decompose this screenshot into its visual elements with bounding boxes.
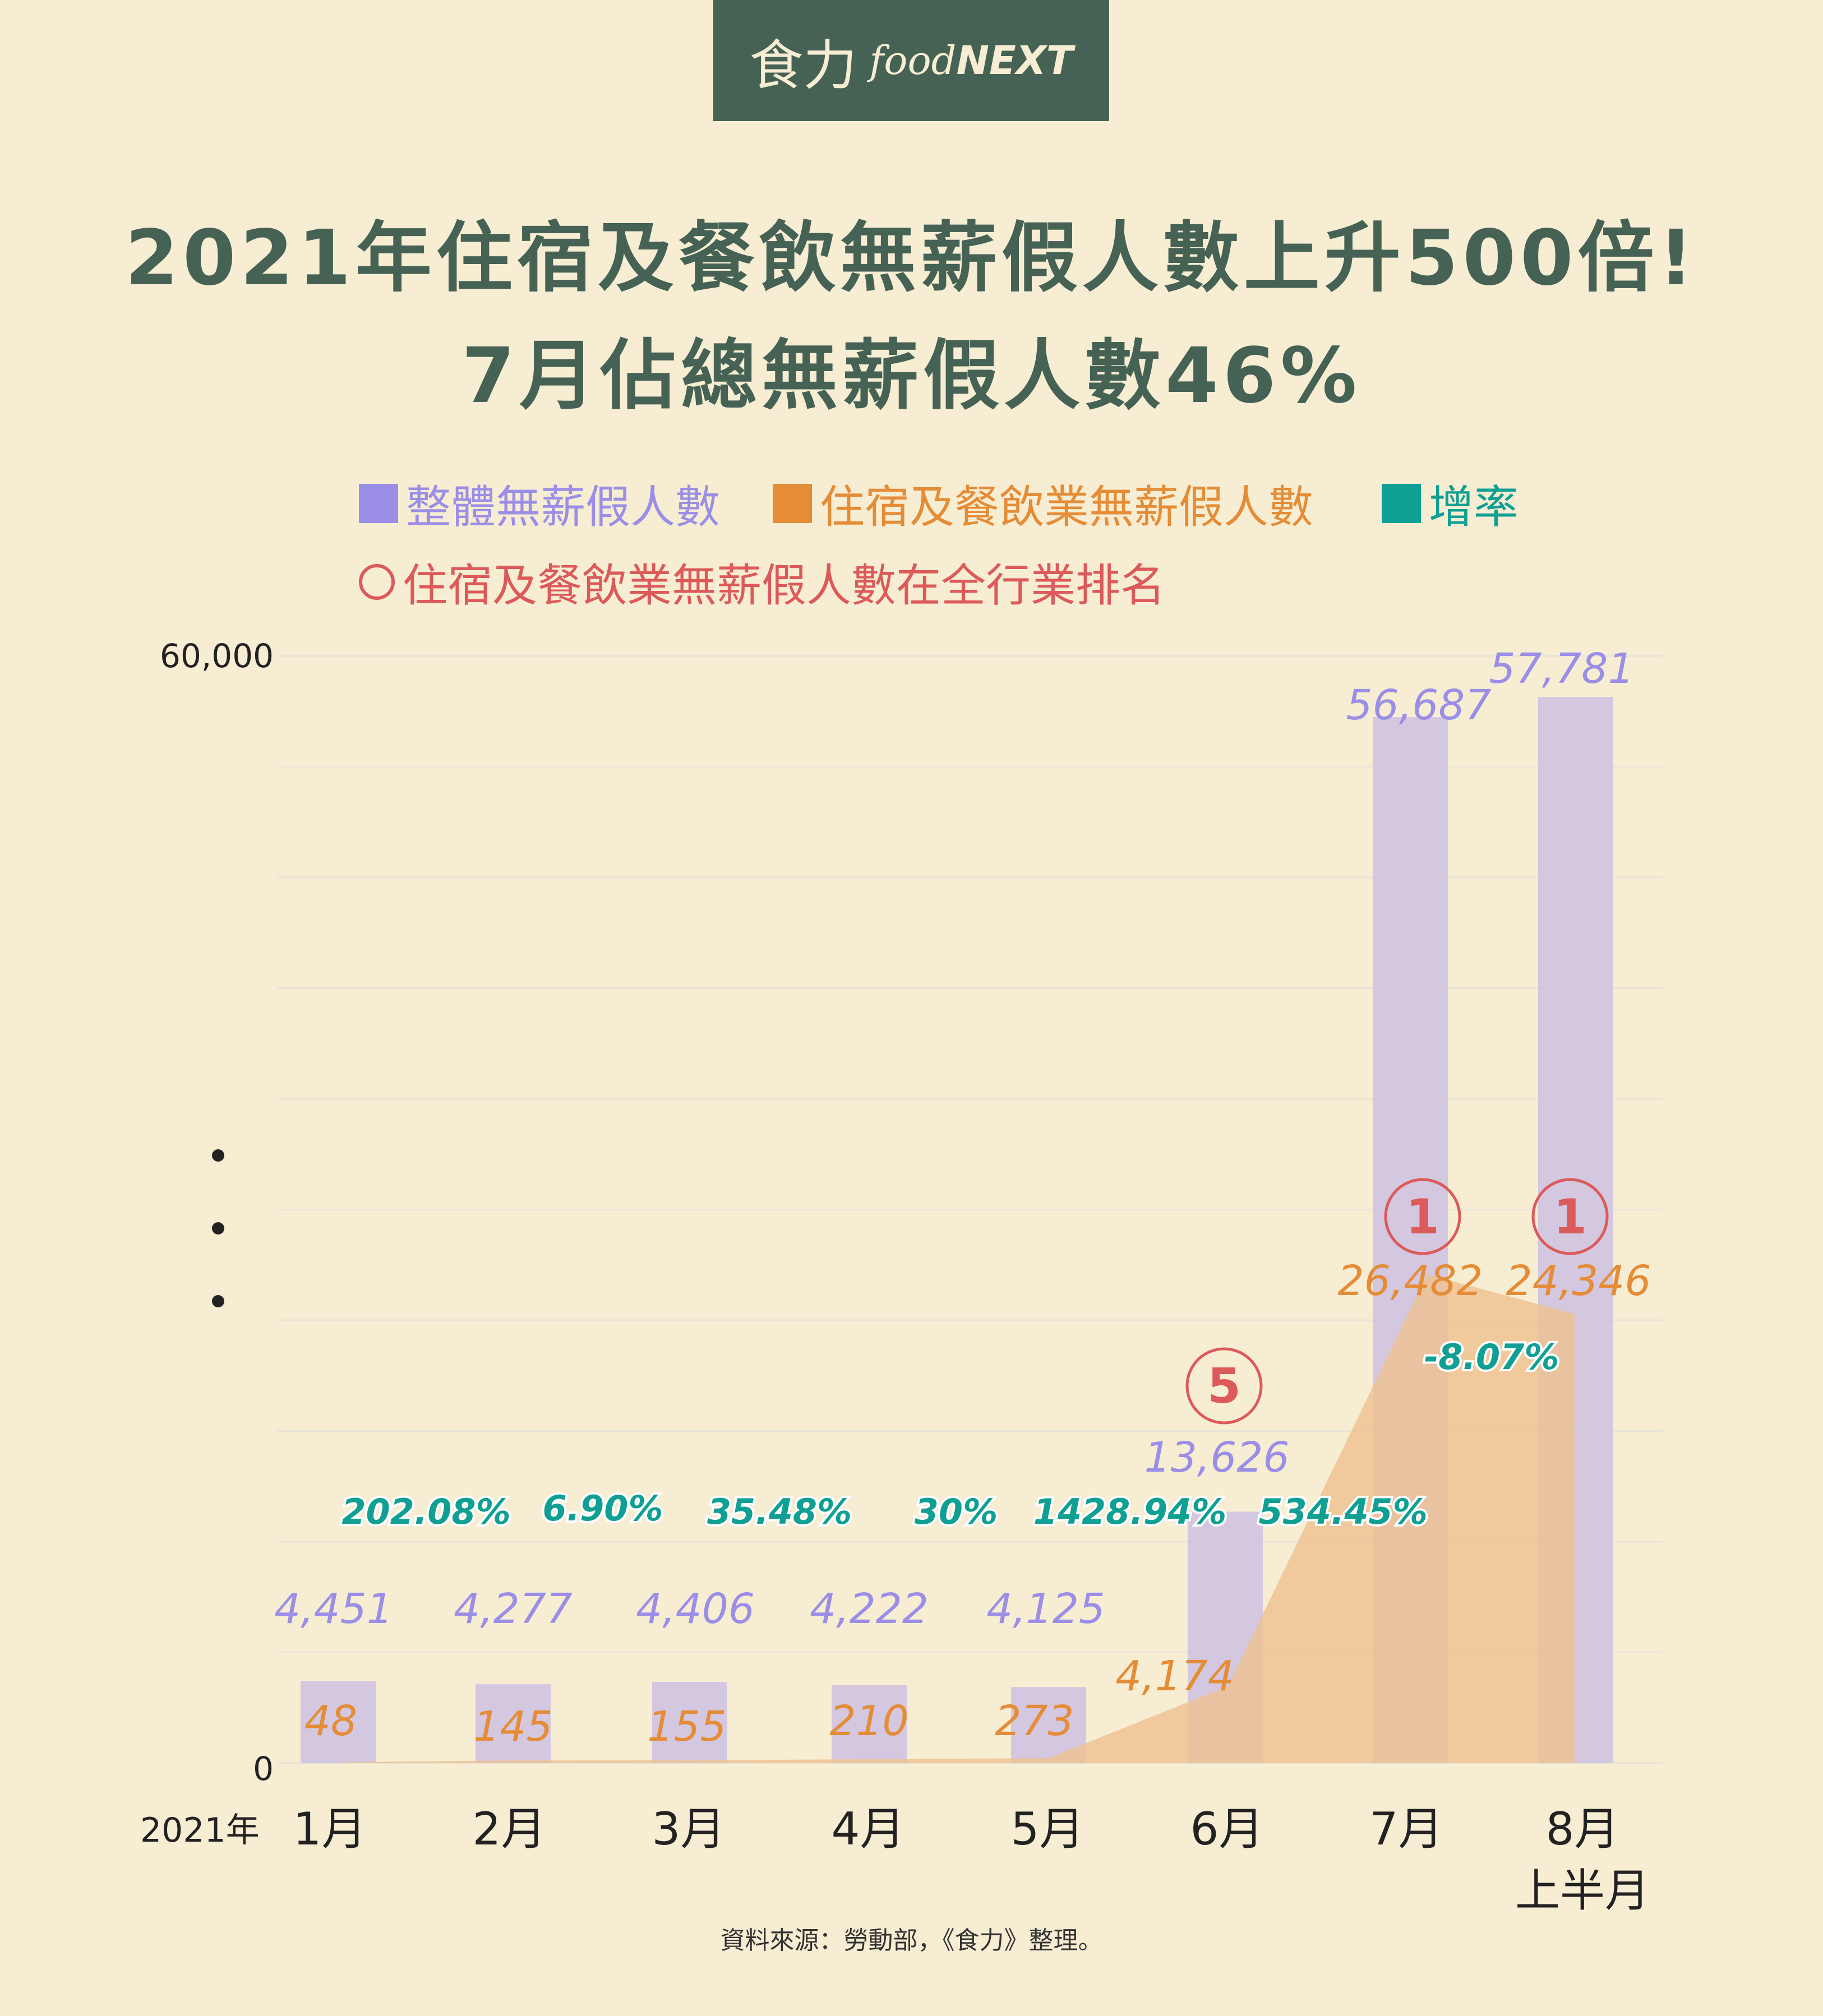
growth-rate-label: 1428.94% [1033,1491,1227,1532]
x-tick-label: 7月 [1370,1803,1443,1855]
axis-break-dot [212,1149,224,1162]
legend-growth-swatch [1382,484,1421,523]
source-note: 資料來源：勞動部，《食力》整理。 [720,1926,1103,1955]
growth-rate-label: 35.48% [707,1491,852,1532]
rank-circle-icon [1185,1347,1263,1425]
brand-name-en-prefix: food [869,38,957,84]
area-value-label: 24,346 [1506,1257,1651,1305]
bar-value-label: 4,222 [810,1585,929,1633]
area-value-label: 48 [304,1697,357,1745]
bar-value-label: 4,406 [636,1585,755,1633]
x-tick-label: 8月 [1546,1803,1619,1855]
brand-name-en-suffix: NEXT [956,38,1073,84]
y-tick-label: 0 [253,1750,274,1788]
legend-growth-label: 增率 [1429,481,1519,533]
rank-label: 1 [1553,1189,1587,1245]
bar-value-label: 4,125 [986,1585,1105,1633]
growth-rate-label: 30% [915,1491,998,1532]
area-value-label: 273 [995,1697,1074,1745]
growth-rate-label: 534.45% [1258,1491,1427,1532]
x-tick-sublabel: 上半月 [1515,1865,1650,1917]
x-tick-label: 5月 [1011,1803,1084,1855]
legend-overall-swatch [359,484,398,523]
area-hospitality [342,1274,1575,1763]
rank-circle-icon [1531,1178,1609,1255]
bar-value-label: 4,277 [454,1585,573,1633]
growth-rate-label: 202.08% [341,1491,510,1532]
growth-rate-label: 6.90% [542,1488,663,1529]
legend-rank: 住宿及餐飲業無薪假人數在全行業排名 [359,549,1165,614]
axis-break-dot [212,1295,224,1307]
area-value-label: 145 [473,1703,552,1751]
x-axis-year-label: 2021年 [140,1811,260,1850]
y-tick-label: 60,000 [160,637,274,675]
x-tick-label: 2月 [473,1803,546,1855]
area-value-label: 26,482 [1338,1257,1483,1305]
growth-rate-label: -8.07% [1424,1337,1559,1377]
legend-hospitality: 住宿及餐飲業無薪假人數 [773,471,1313,536]
bar-overall [476,1684,551,1763]
rank-circle-icon [1384,1178,1461,1255]
brand-logo: 食力 foodNEXT [713,0,1109,121]
legend-hospitality-swatch [773,484,812,523]
bar-overall [301,1681,376,1763]
bar-overall [652,1681,727,1763]
title-line-2: 7月佔總無薪假人數46% [461,332,1362,420]
x-tick-label: 3月 [652,1803,726,1855]
legend-rank-label: 住宿及餐飲業無薪假人數在全行業排名 [403,560,1165,612]
area-value-label: 210 [829,1697,908,1745]
x-tick-label: 1月 [293,1803,367,1855]
bar-value-label: 13,626 [1144,1434,1290,1482]
brand-name-cn: 食力 [749,34,857,97]
axis-break-dots [212,1149,229,1368]
x-tick-label: 4月 [832,1803,905,1855]
x-tick-label: 6月 [1190,1803,1264,1855]
legend-hospitality-label: 住宿及餐飲業無薪假人數 [820,481,1313,533]
bar-overall [832,1685,907,1763]
title-line-1: 2021年住宿及餐飲無薪假人數上升500倍! [125,214,1698,303]
legend-rank-circle-icon [359,564,395,600]
bar-value-label: 57,781 [1489,645,1635,693]
bar-value-label: 56,687 [1346,681,1492,729]
brand-name-en: foodNEXT [869,38,1073,84]
legend-overall-label: 整體無薪假人數 [406,481,720,533]
bar-value-label: 4,451 [274,1585,393,1633]
rank-label: 5 [1207,1358,1241,1414]
axis-break-dot [212,1222,224,1234]
legend-growth: 增率 [1382,471,1519,536]
area-value-label: 155 [647,1703,726,1751]
legend-overall: 整體無薪假人數 [359,471,720,536]
area-value-label: 4,174 [1115,1652,1234,1700]
rank-label: 1 [1406,1189,1439,1245]
